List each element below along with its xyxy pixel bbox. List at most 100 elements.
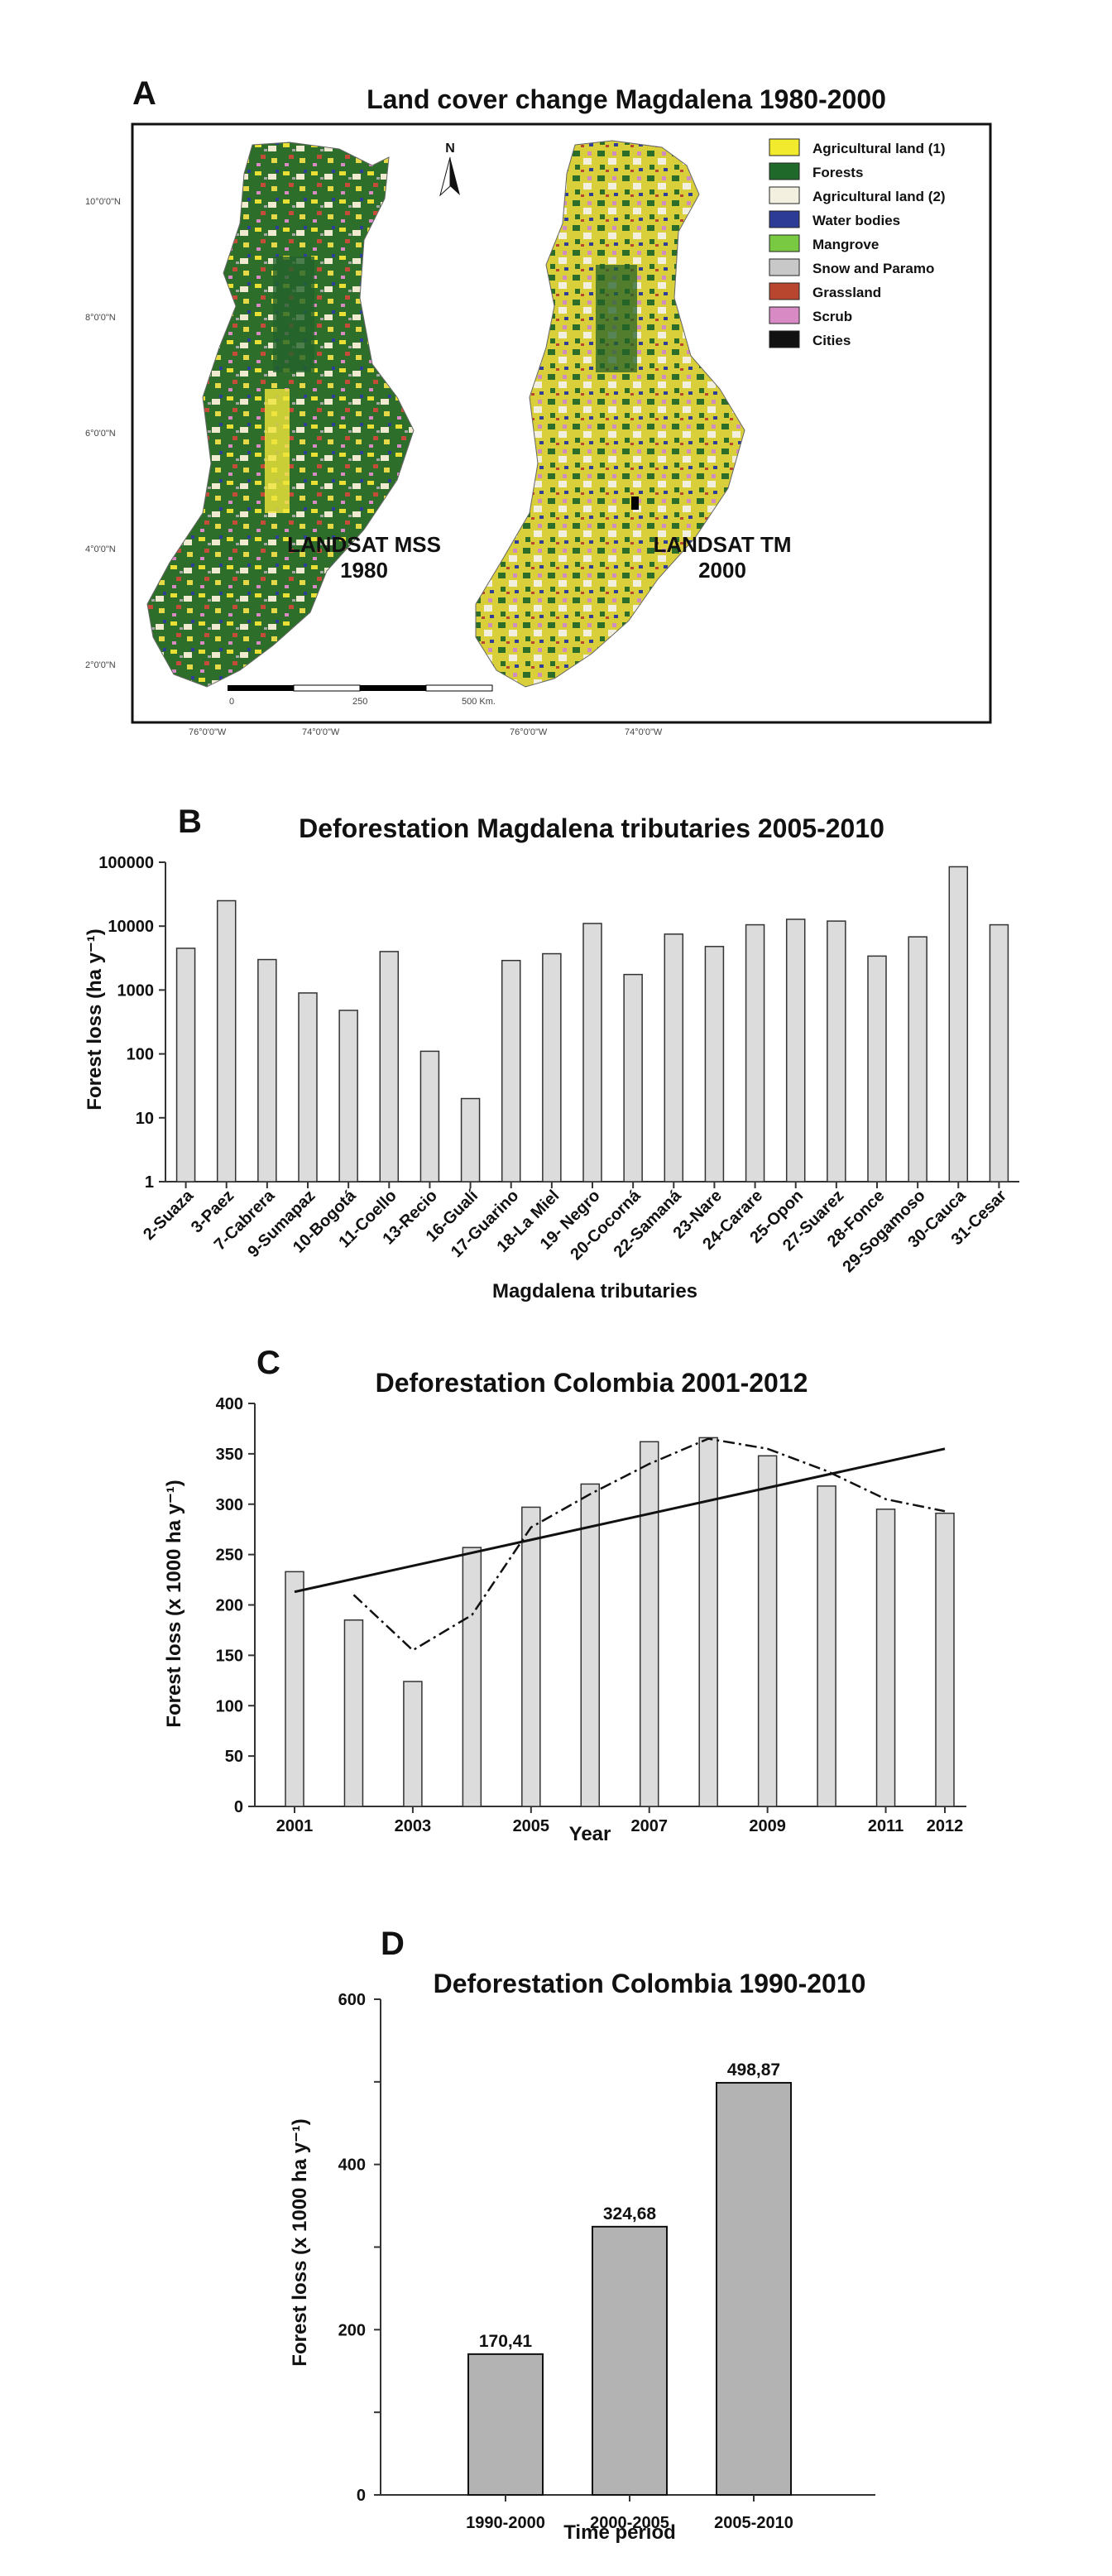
x-tick-label: 2007 [630,1817,668,1835]
y-tick-label: 250 [216,1547,243,1565]
panel-c-letter: C [256,1345,280,1381]
bar [698,1437,718,1807]
legend-label: Cities [812,333,851,348]
x-tick-label: 2-Suaza [140,1186,198,1244]
y-tick-label: 1 [145,1173,154,1192]
latitude-ticks: 10°0'0"N 8°0'0"N 6°0'0"N 4°0'0"N 2°0'0"N [85,197,121,670]
bar [867,955,887,1182]
lon-tick: 74°0'0"W [625,727,663,737]
panel-d-letter: D [381,1926,405,1962]
bar [989,923,1009,1182]
panel-b-xlabel: Magdalena tributaries [492,1280,697,1302]
legend-swatch [769,330,800,348]
trend-line [294,1447,946,1594]
legend-label: Mangrove [812,237,879,252]
bar [827,920,846,1182]
legend-swatch [769,234,800,252]
bar [623,973,643,1182]
panel-a-letter: A [132,75,156,112]
bar [757,1455,778,1807]
panel-c-plot: 0 50 100 150 200 250 300 350 400 2001 2003 2005 2007… [216,1395,966,1835]
bar [716,2081,792,2496]
y-tick-label: 100 [127,1046,154,1064]
y-tick-label: 1000 [117,981,155,1000]
bar [580,1483,601,1807]
y-tick-label: 50 [225,1748,243,1766]
panel-a-title: Land cover change Magdalena 1980-2000 [367,84,886,114]
legend-label: Water bodies [812,213,900,228]
bar [403,1681,423,1807]
panel-c-title: Deforestation Colombia 2001-2012 [376,1368,808,1398]
lon-tick: 76°0'0"W [189,727,227,737]
map-left-label-line1: LANDSAT MSS [287,532,441,557]
lat-tick: 2°0'0"N [85,660,116,670]
y-tick-label: 10 [136,1110,154,1128]
legend-swatch [769,162,800,180]
bar [175,947,196,1182]
x-tick-label: 2011 [868,1817,903,1835]
map-2000-forest-block [596,265,637,372]
bar [582,923,602,1182]
legend-label: Agricultural land (1) [812,141,946,156]
legend-swatch [769,138,800,156]
panel-b: B Deforestation Magdalena tributaries 20… [84,804,1019,1302]
y-tick-label: 200 [216,1597,243,1615]
bar [419,1050,440,1182]
bar [521,1506,541,1807]
x-tick-label: 2005 [513,1817,550,1835]
bar [908,936,927,1182]
y-tick-label: 100 [216,1697,243,1715]
x-tick-label: 2003 [395,1817,432,1835]
map-right-label-line1: LANDSAT TM [653,532,791,557]
panel-c-xlabel: Year [569,1823,611,1845]
scale-label-0: 0 [229,697,234,707]
bar [745,923,765,1182]
bar-value-label: 324,68 [603,2204,657,2223]
x-tick-label: 2005-2010 [714,2514,793,2532]
legend-swatch [769,186,800,204]
map-legend: Agricultural land (1) Forests Agricultur… [769,138,946,348]
x-tick-label: 2012 [927,1817,964,1835]
y-tick-label: 10000 [108,918,154,936]
y-tick-label: 0 [234,1798,243,1816]
panel-d-ylabel: Forest loss (x 1000 ha y⁻¹) [289,2118,311,2366]
y-tick-label: 600 [338,1991,366,2009]
bar [785,919,806,1182]
scale-bar: 0 250 500 Km. [228,684,496,707]
y-tick-label: 350 [216,1446,243,1464]
bar [501,959,521,1182]
bar [542,952,562,1182]
north-arrow-label: N [445,142,455,156]
panel-a: A Land cover change Magdalena 1980-2000 … [85,75,992,737]
bar [343,1619,364,1807]
panel-d-xlabel: Time period [563,2521,676,2544]
bar [338,1010,358,1182]
bar [592,2225,668,2496]
legend-label: Grassland [812,285,881,300]
bar [704,946,725,1182]
panel-c-ylabel: Forest loss (x 1000 ha y⁻¹) [163,1480,185,1727]
bar [639,1441,659,1807]
y-tick-label: 400 [216,1395,243,1413]
panel-d-title: Deforestation Colombia 1990-2010 [434,1969,866,1998]
map-2000-city [631,496,639,510]
bar [935,1512,955,1807]
bar [467,2353,544,2496]
x-tick-label: 2001 [276,1817,314,1835]
bar-value-label: 170,41 [479,2332,533,2351]
legend-label: Snow and Paramo [812,261,934,276]
legend-swatch [769,210,800,228]
map-2000-image [475,140,745,688]
bar [379,951,400,1182]
lat-tick: 6°0'0"N [85,429,116,439]
panel-c: C Deforestation Colombia 2001-2012 Fores… [163,1345,966,1845]
legend-label: Scrub [812,309,852,324]
panel-b-ylabel: Forest loss (ha y⁻¹) [84,928,106,1110]
scale-label-500: 500 Km. [462,697,496,707]
x-tick-label: 2009 [749,1817,786,1835]
y-tick-label: 100000 [98,854,154,872]
legend-label: Forests [812,165,863,180]
legend-swatch [769,306,800,324]
legend-swatch [769,258,800,276]
